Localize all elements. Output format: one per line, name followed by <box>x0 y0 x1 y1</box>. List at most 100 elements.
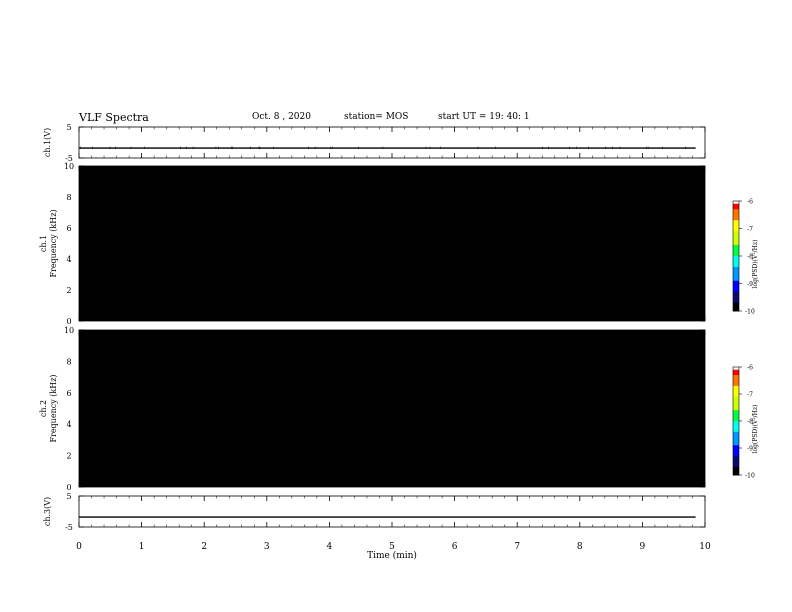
colorbar-segment <box>733 245 739 249</box>
colorbar-label: log(PSD)(V²/Hz) <box>752 240 759 289</box>
colorbar-segment <box>733 464 739 468</box>
colorbar-segment <box>733 234 739 238</box>
colorbar-segment <box>733 445 739 449</box>
start-ut-label: start UT = 19: 40: 1 <box>438 112 530 122</box>
x-tick-label: 9 <box>640 542 646 552</box>
colorbar-segment <box>733 412 739 417</box>
y-tick-label: 4 <box>66 420 71 429</box>
colorbar-segment <box>733 272 739 276</box>
colorbar-segment <box>733 220 739 224</box>
colorbar-segment <box>733 380 739 384</box>
ch3-waveform-ylabel: ch.3(V) <box>43 497 52 526</box>
ch1-waveform-ylabel: ch.1(V) <box>43 128 52 157</box>
ch2-spectrogram-colorbar <box>732 366 742 476</box>
colorbar-segment <box>733 458 739 462</box>
colorbar-segment <box>733 385 739 390</box>
colorbar-segment <box>733 242 739 246</box>
y-tick-label: 0 <box>66 483 71 492</box>
x-tick-label: 8 <box>577 542 583 552</box>
colorbar-segment <box>733 391 739 395</box>
colorbar-tick-label: -7 <box>747 392 753 399</box>
colorbar-segment <box>733 212 739 216</box>
y-tick-label: 6 <box>66 389 71 398</box>
ch2-spectrogram-channel-label: ch.2 <box>39 400 48 417</box>
colorbar-segment <box>733 442 739 446</box>
station-label: station= MOS <box>344 112 408 122</box>
colorbar-segment <box>733 203 739 207</box>
colorbar-segment <box>733 421 739 425</box>
ch1-waveform-frame <box>78 126 706 159</box>
colorbar-segment <box>733 258 739 262</box>
colorbar-segment <box>733 383 739 387</box>
colorbar-segment <box>733 294 739 298</box>
colorbar-segment <box>733 437 739 441</box>
y-tick-label: 4 <box>66 255 71 264</box>
colorbar-segment <box>733 461 739 465</box>
colorbar-segment <box>733 375 739 379</box>
colorbar-segment <box>733 388 739 392</box>
colorbar-segment <box>733 264 739 268</box>
y-tick-label: 10 <box>64 326 74 335</box>
colorbar-tick-label: -7 <box>747 226 753 233</box>
colorbar-segment <box>733 253 739 257</box>
ch1-spectrogram-channel-label: ch.1 <box>39 235 48 252</box>
y-tick-label: -5 <box>65 523 73 532</box>
colorbar-tick-label: -8 <box>747 254 753 261</box>
colorbar-tick-label: -10 <box>745 473 755 480</box>
colorbar-segment <box>733 214 739 218</box>
date-label: Oct. 8 , 2020 <box>252 112 311 122</box>
ch1-spectrogram-colorbar <box>732 200 742 312</box>
colorbar-segment <box>733 236 739 240</box>
spectrogram-background <box>79 166 705 321</box>
colorbar-segment <box>733 206 739 210</box>
colorbar-segment <box>733 423 739 427</box>
colorbar-label: log(PSD)(V²/Hz) <box>752 405 759 454</box>
colorbar-segment <box>733 372 739 376</box>
colorbar-segment <box>733 223 739 227</box>
colorbar-segment <box>733 399 739 403</box>
x-tick-label: 6 <box>452 542 458 552</box>
x-tick-label: 3 <box>264 542 270 552</box>
y-tick-label: 0 <box>66 317 71 326</box>
x-axis-label: Time (min) <box>367 550 417 561</box>
colorbar-tick-label: -10 <box>745 309 755 316</box>
colorbar-segment <box>733 426 739 430</box>
y-tick-label: -5 <box>65 154 73 163</box>
colorbar-segment <box>733 415 739 419</box>
colorbar-segment <box>733 201 739 205</box>
colorbar-segment <box>733 418 739 422</box>
colorbar-segment <box>733 278 739 282</box>
colorbar-tick-label: -9 <box>747 446 753 453</box>
colorbar-segment <box>733 367 739 371</box>
colorbar-segment <box>733 269 739 273</box>
y-tick-label: 10 <box>64 162 74 171</box>
x-tick-label: 4 <box>327 542 333 552</box>
colorbar-segment <box>733 369 739 373</box>
colorbar-segment <box>733 402 739 406</box>
colorbar-segment <box>733 305 739 309</box>
spectrogram-background <box>79 330 705 487</box>
colorbar-segment <box>733 209 739 213</box>
y-tick-label: 5 <box>66 123 71 132</box>
colorbar-segment <box>733 250 739 254</box>
colorbar-segment <box>733 267 739 271</box>
colorbar-segment <box>733 404 739 408</box>
colorbar-segment <box>733 466 739 471</box>
y-tick-label: 8 <box>66 357 71 366</box>
colorbar-tick-label: -6 <box>747 365 753 372</box>
colorbar-segment <box>733 280 739 284</box>
y-tick-label: 5 <box>66 492 71 501</box>
colorbar-segment <box>733 297 739 301</box>
colorbar-segment <box>733 225 739 229</box>
colorbar-segment <box>733 396 739 400</box>
colorbar-segment <box>733 429 739 433</box>
colorbar-segment <box>733 275 739 279</box>
colorbar-segment <box>733 450 739 454</box>
x-tick-label: 10 <box>699 542 711 552</box>
y-tick-label: 2 <box>66 452 71 461</box>
colorbar-segment <box>733 377 739 381</box>
colorbar-segment <box>733 239 739 243</box>
x-tick-label: 1 <box>139 542 145 552</box>
colorbar-segment <box>733 286 739 290</box>
